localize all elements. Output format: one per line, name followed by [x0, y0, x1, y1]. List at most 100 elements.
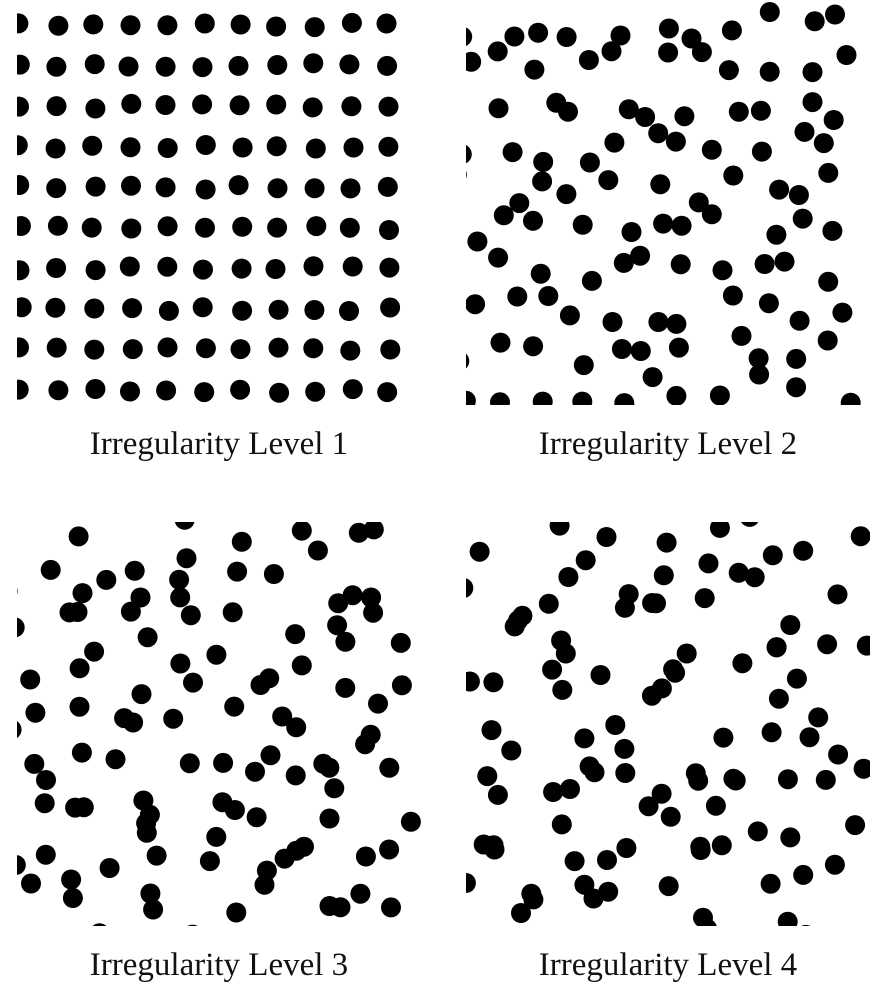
dot	[818, 162, 839, 183]
dot	[596, 527, 617, 547]
dot	[330, 897, 351, 918]
dot	[509, 193, 530, 214]
dot	[324, 778, 345, 799]
dot	[613, 252, 634, 273]
dot	[45, 297, 66, 318]
dot	[377, 176, 398, 197]
dot	[469, 541, 490, 562]
dot	[131, 684, 152, 705]
dot	[741, 522, 759, 527]
dot	[46, 337, 67, 358]
dot	[766, 224, 787, 245]
dot	[285, 624, 306, 645]
dot	[579, 152, 600, 173]
dot	[575, 550, 596, 571]
dot	[304, 178, 325, 199]
dot	[660, 806, 681, 827]
dot	[748, 348, 769, 369]
dot	[648, 123, 669, 144]
dot	[801, 924, 811, 926]
dot	[259, 668, 280, 689]
dot	[17, 587, 18, 595]
dot	[598, 881, 619, 902]
dot	[157, 216, 178, 237]
dot	[651, 783, 672, 804]
dot	[120, 137, 141, 158]
dot	[711, 835, 732, 856]
dot	[523, 210, 543, 231]
dot	[653, 213, 674, 234]
dot	[558, 567, 579, 587]
dot	[206, 644, 227, 665]
dot	[466, 51, 482, 72]
dot	[581, 270, 602, 291]
dot	[227, 561, 248, 582]
dot	[224, 800, 245, 820]
dot	[339, 217, 360, 238]
dot	[363, 602, 384, 623]
dot	[342, 585, 363, 606]
dot	[817, 634, 838, 655]
dot	[728, 101, 749, 122]
dot	[542, 659, 563, 680]
dot	[157, 337, 178, 358]
dot	[340, 178, 361, 199]
dot	[379, 839, 400, 860]
dot	[769, 179, 790, 200]
dot	[92, 923, 107, 926]
dot	[524, 59, 545, 80]
dot	[306, 216, 327, 237]
dot	[24, 753, 45, 774]
dot	[319, 757, 340, 778]
dot	[663, 659, 684, 680]
dot	[825, 4, 845, 25]
dot	[490, 332, 511, 353]
dot	[180, 605, 201, 626]
dot	[723, 165, 744, 186]
dot	[62, 888, 83, 908]
dot	[722, 285, 743, 306]
dot	[528, 22, 549, 43]
dot	[158, 300, 179, 321]
dot	[604, 132, 625, 153]
dot	[762, 545, 783, 566]
dot	[793, 540, 814, 561]
dot	[17, 617, 25, 638]
dot	[343, 137, 364, 158]
dot	[642, 367, 663, 388]
dot	[380, 297, 401, 318]
dot	[780, 615, 801, 635]
dot	[120, 601, 141, 622]
dot	[493, 205, 514, 226]
dot	[269, 382, 290, 403]
dot	[341, 12, 362, 33]
dot	[303, 338, 324, 359]
dot	[170, 587, 191, 608]
dot	[666, 385, 687, 405]
dot	[789, 310, 810, 331]
dot	[487, 41, 508, 62]
dot	[688, 192, 709, 213]
dot	[552, 679, 573, 700]
dot	[590, 665, 611, 685]
dot	[25, 702, 46, 723]
dot	[350, 883, 371, 904]
dot	[303, 53, 324, 74]
dot	[195, 217, 215, 238]
dot	[614, 738, 635, 759]
dot	[823, 110, 844, 130]
dot	[731, 325, 752, 346]
dot	[504, 26, 525, 47]
dot	[376, 13, 397, 34]
dot	[305, 138, 326, 159]
dot	[618, 99, 639, 120]
dot	[327, 615, 348, 636]
dot	[390, 632, 411, 653]
dot	[143, 899, 164, 920]
dot	[658, 42, 679, 63]
dot	[140, 883, 161, 904]
dot	[40, 559, 61, 580]
dot	[598, 170, 619, 191]
dot	[157, 256, 178, 277]
dot	[400, 811, 421, 832]
